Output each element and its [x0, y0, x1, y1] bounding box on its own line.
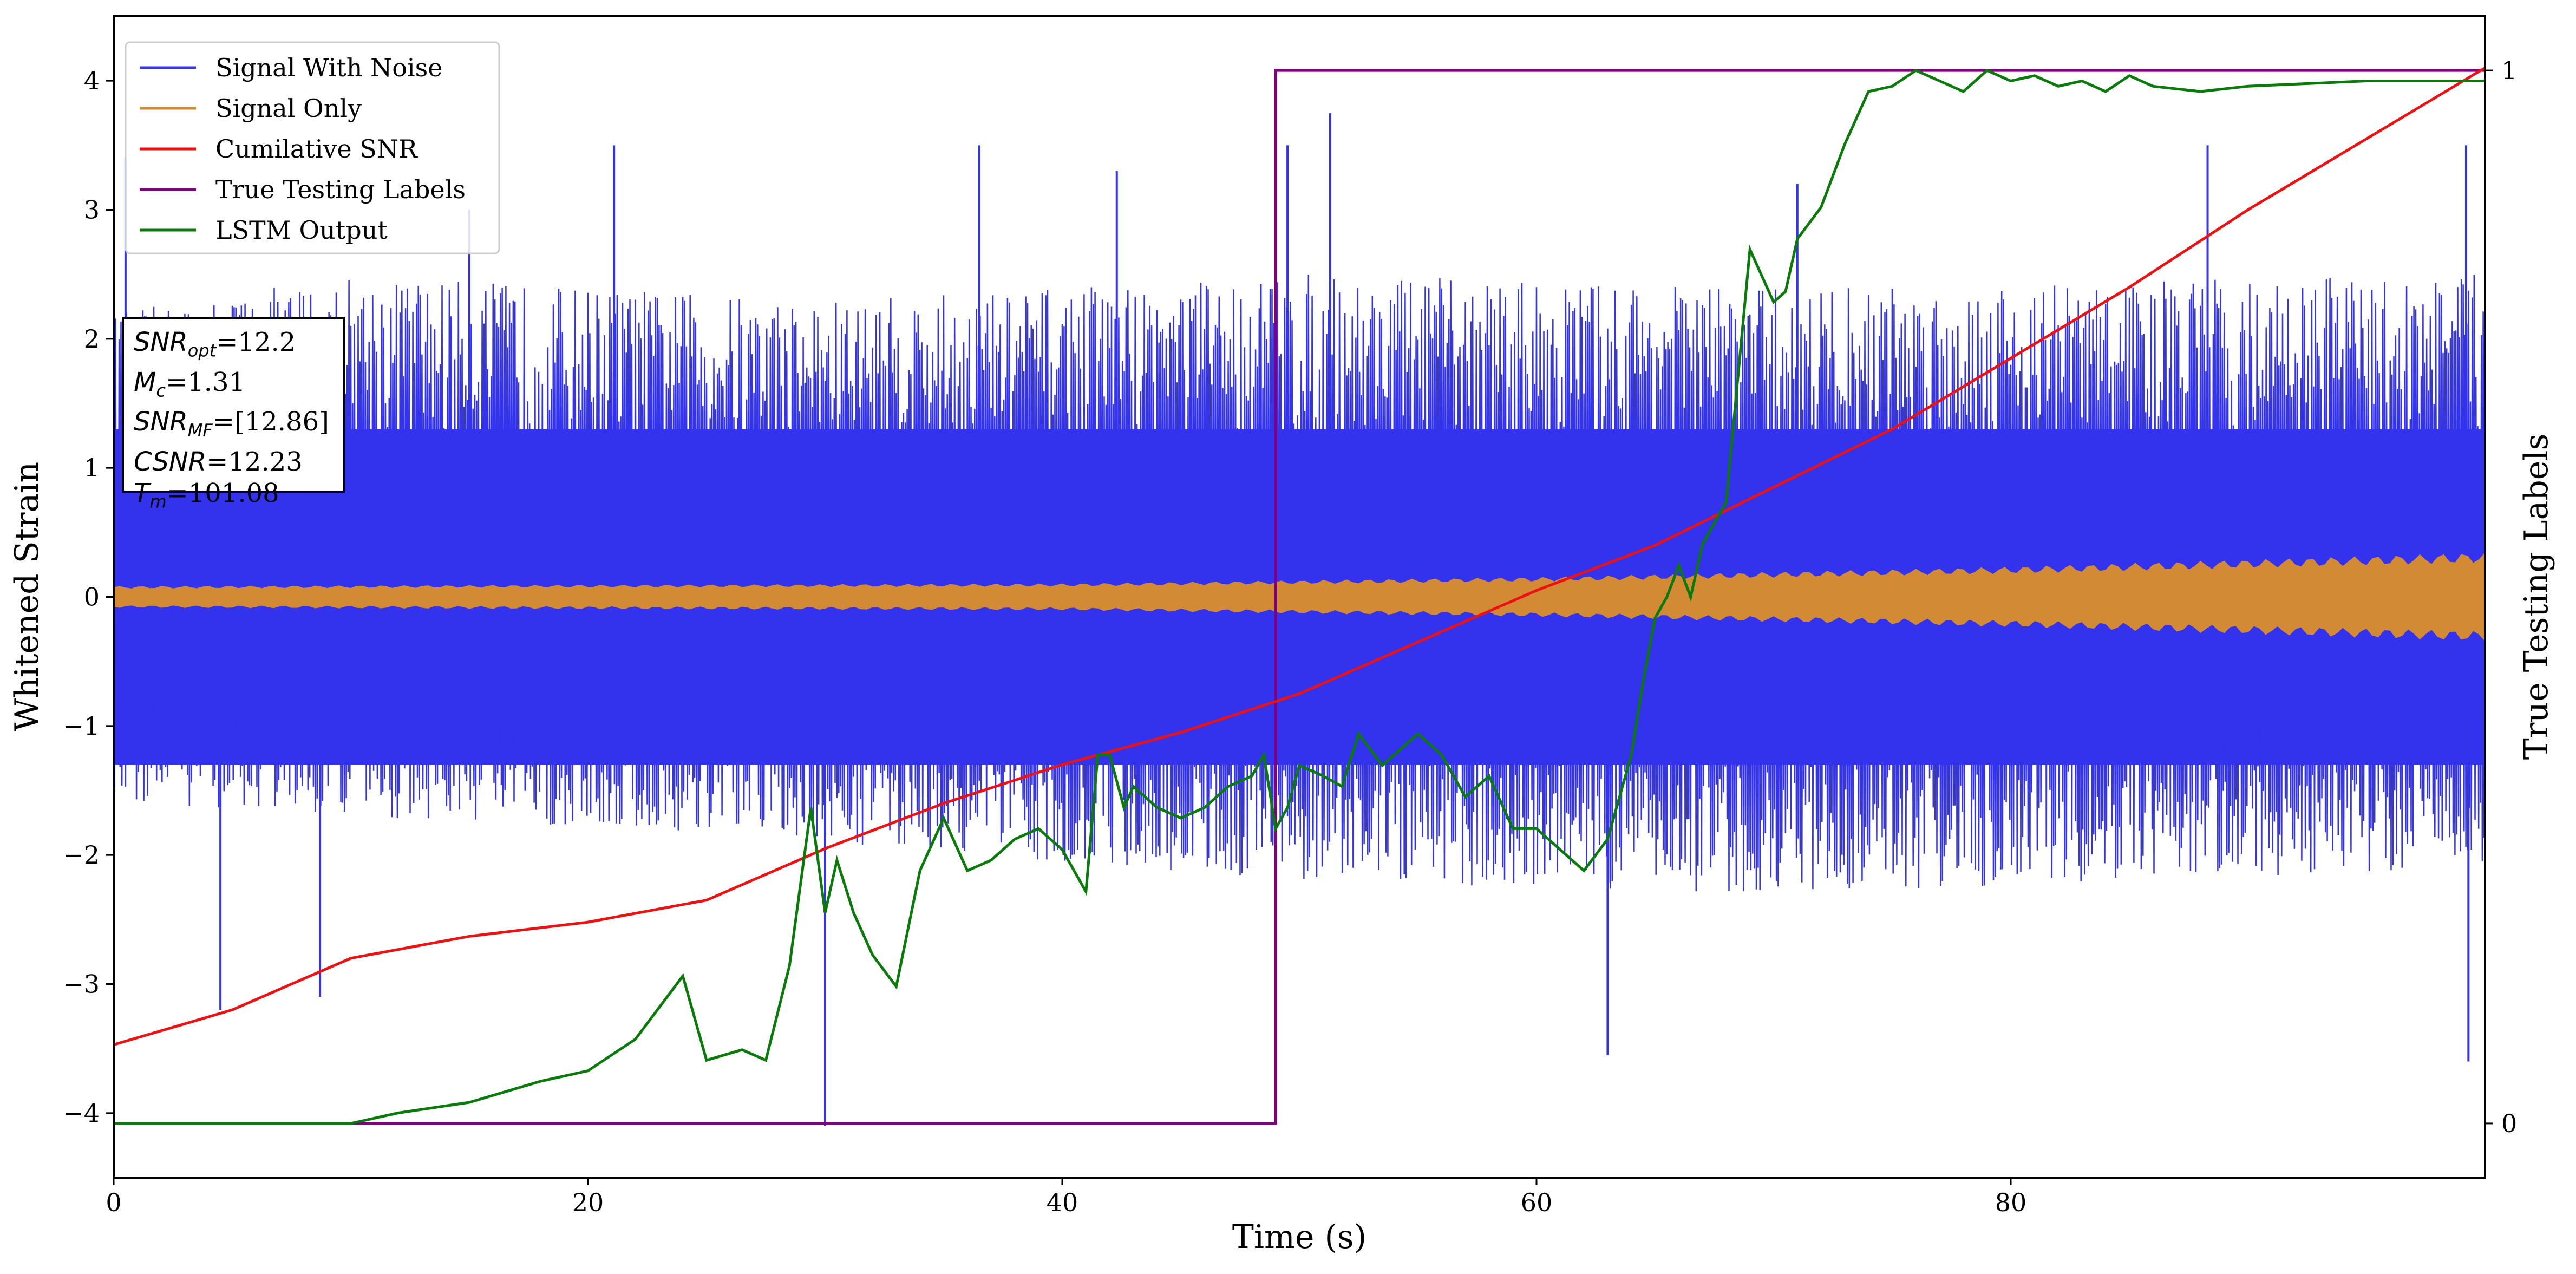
cumilative-snr-line [114, 67, 2485, 1046]
cumilative-snr-series [114, 67, 2485, 1046]
right-tick-label: 1 [2501, 56, 2517, 85]
true-testing-labels-line [114, 69, 2485, 1125]
x-tick-label: 40 [1047, 1188, 1078, 1217]
x-tick-label: 20 [572, 1188, 604, 1217]
y-tick-label: −1 [63, 711, 100, 741]
y-tick-label: 2 [84, 324, 100, 354]
stat-chirp-mass: Mc=1.31 [134, 367, 246, 401]
x-axis: 0 20 40 60 80 [106, 1178, 2026, 1217]
signal-only-series [114, 552, 2485, 642]
signal-only-band [114, 552, 2485, 642]
x-axis-label: Time (s) [1232, 1218, 1367, 1256]
x-tick-label: 80 [1995, 1188, 2027, 1217]
legend-label: LSTM Output [215, 215, 388, 245]
legend-label: Signal Only [215, 94, 362, 123]
lstm-output-series [114, 69, 2485, 1125]
plot-area [114, 67, 2485, 1126]
legend-label: Cumilative SNR [215, 134, 418, 164]
stat-snr-mf: SNRMF=[12.86] [134, 407, 329, 441]
y-tick-label: −3 [63, 970, 100, 999]
lstm-output-line [114, 69, 2485, 1125]
legend-frame [125, 41, 500, 254]
y-axis-right: 01 [2485, 56, 2517, 1138]
legend: Signal With Noise Signal Only Cumilative S… [125, 41, 500, 254]
legend-label: Signal With Noise [215, 53, 442, 82]
stats-box: SNRopt=12.2 Mc=1.31 SNRMF=[12.86] CSNR=1… [122, 317, 345, 512]
y-tick-label: −2 [63, 840, 100, 870]
right-tick-label: 0 [2501, 1109, 2517, 1138]
y-tick-label: 4 [84, 66, 100, 95]
stat-csnr: CSNR=12.23 [134, 446, 303, 477]
stat-snr-opt: SNRopt=12.2 [134, 327, 296, 361]
true-testing-labels-series [114, 69, 2485, 1125]
y-tick-label: −4 [63, 1099, 100, 1128]
y-axis-label: Whitened Strain [8, 462, 46, 731]
x-tick-label: 0 [106, 1188, 121, 1217]
y-tick-label: 1 [84, 453, 100, 482]
y-tick-label: 3 [84, 195, 100, 225]
y-tick-label: 0 [84, 583, 100, 612]
stat-tm: Tm=101.08 [134, 478, 279, 512]
y-axis-right-label: True Testing Labels [2518, 434, 2555, 760]
y-axis-left: −4 −3 −2 −1 0 1 2 3 4 [63, 66, 114, 1128]
x-tick-label: 60 [1521, 1188, 1553, 1217]
legend-label: True Testing Labels [215, 175, 466, 204]
